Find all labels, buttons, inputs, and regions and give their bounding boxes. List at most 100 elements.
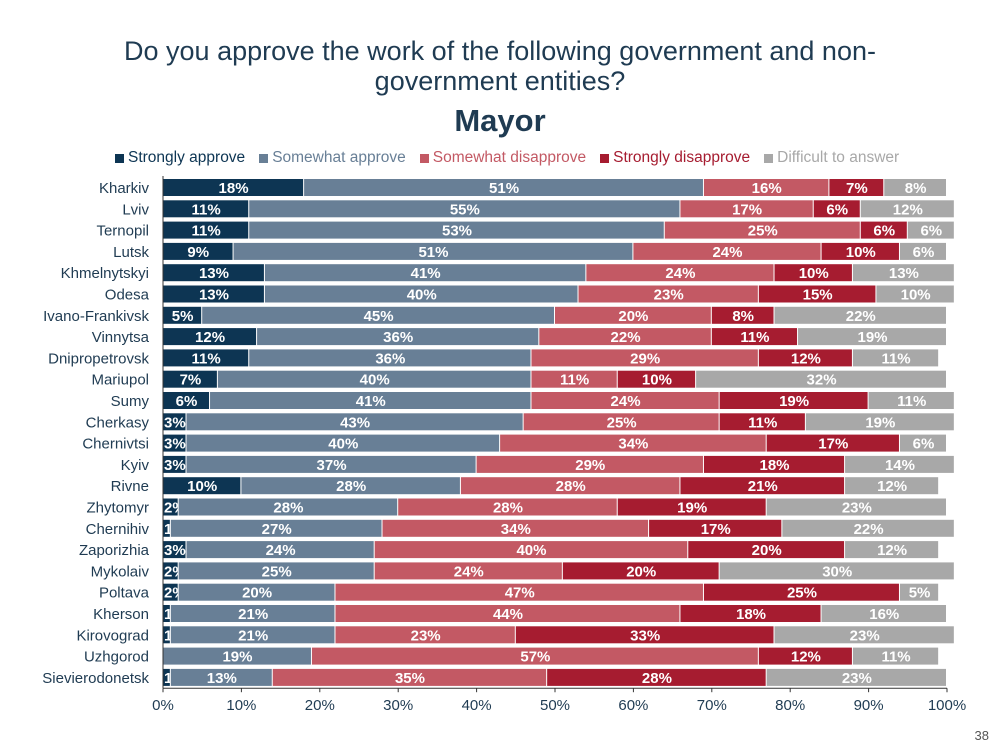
legend-item: Strongly approve <box>115 149 245 167</box>
bar-segment <box>899 242 946 260</box>
bar-segment <box>163 647 311 665</box>
data-label: 8% <box>732 308 754 325</box>
bar-segment <box>798 328 946 346</box>
bar-segment <box>163 668 170 686</box>
data-label: 29% <box>630 350 660 367</box>
bar-segment <box>163 200 249 218</box>
data-label: 25% <box>787 585 817 602</box>
data-label: 47% <box>505 585 535 602</box>
legend-item: Difficult to answer <box>764 149 899 167</box>
data-label: 29% <box>575 457 605 474</box>
data-label: 40% <box>516 542 546 559</box>
data-label: 41% <box>356 393 386 410</box>
data-label: 24% <box>665 265 695 282</box>
bar-segment <box>163 264 264 282</box>
data-label: 10% <box>187 478 217 495</box>
bar-segment <box>163 455 186 473</box>
data-label: 22% <box>854 521 884 538</box>
data-label: 8% <box>905 180 927 197</box>
data-label: 19% <box>858 329 888 346</box>
bar-segment <box>531 392 719 409</box>
bar-segment <box>821 605 946 622</box>
bar-segment <box>335 605 680 622</box>
data-label: 13% <box>889 265 919 282</box>
bar-segment <box>907 221 954 239</box>
data-label: 13% <box>199 265 229 282</box>
bar-segment <box>617 370 696 388</box>
data-label: 10% <box>846 244 876 261</box>
data-label: 12% <box>877 542 907 559</box>
legend-label: Strongly disapprove <box>613 149 751 166</box>
data-label: 16% <box>869 606 899 623</box>
bar-segment <box>170 626 335 644</box>
data-label: 18% <box>219 180 249 197</box>
bar-segment <box>766 434 899 452</box>
bar-segment <box>374 562 562 580</box>
bar-segment <box>821 242 899 260</box>
bar-segment <box>664 221 860 239</box>
bar-segment <box>899 583 939 601</box>
data-label: 3% <box>164 457 186 474</box>
category-label: Zaporizhia <box>79 542 150 559</box>
bar-segment <box>703 583 899 601</box>
category-label: Kyiv <box>121 457 150 474</box>
bar-segment <box>217 370 531 388</box>
data-label: 36% <box>375 350 405 367</box>
data-label: 51% <box>489 180 519 197</box>
legend-label: Somewhat approve <box>272 149 406 166</box>
data-label: 6% <box>920 223 942 240</box>
data-label: 34% <box>618 436 648 453</box>
data-label: 11% <box>897 393 926 410</box>
data-label: 25% <box>262 563 292 580</box>
x-tick-label: 30% <box>383 697 413 714</box>
x-tick-label: 80% <box>775 697 805 714</box>
data-label: 12% <box>893 201 923 218</box>
data-label: 28% <box>642 670 672 687</box>
bar-segment <box>845 541 939 559</box>
x-tick-label: 100% <box>928 697 966 714</box>
data-label: 41% <box>411 265 441 282</box>
bar-segment <box>758 647 852 665</box>
bar-segment <box>210 392 531 409</box>
data-label: 12% <box>791 649 821 666</box>
data-label: 10% <box>901 287 931 304</box>
data-label: 33% <box>630 627 660 644</box>
bar-segment <box>845 477 939 495</box>
bar-segment <box>163 541 186 559</box>
data-label: 6% <box>913 436 935 453</box>
data-label: 23% <box>411 627 441 644</box>
bar-segment <box>170 519 382 537</box>
legend-label: Strongly approve <box>128 149 246 166</box>
bar-segment <box>163 519 170 537</box>
data-label: 6% <box>176 393 198 410</box>
bar-segment <box>163 221 249 239</box>
data-label: 51% <box>418 244 448 261</box>
bar-segment <box>163 328 257 346</box>
legend-swatch <box>764 153 774 163</box>
bar-segment <box>688 541 845 559</box>
bar-segment <box>163 285 264 303</box>
bar-segment <box>178 562 374 580</box>
chart-subtitle: Mayor <box>454 103 546 138</box>
bar-segment <box>617 498 766 516</box>
category-label: Lutsk <box>113 244 149 261</box>
data-label: 24% <box>266 542 296 559</box>
bar-segment <box>758 285 876 303</box>
data-label: 35% <box>395 670 425 687</box>
bar-segment <box>703 179 829 196</box>
category-label: Zhytomyr <box>86 500 149 517</box>
data-label: 13% <box>207 670 237 687</box>
data-label: 15% <box>803 287 833 304</box>
bar-segment <box>398 498 617 516</box>
bar-segment <box>555 306 711 324</box>
category-label: Kharkiv <box>99 180 150 197</box>
data-label: 28% <box>493 500 523 517</box>
data-label: 5% <box>172 308 194 325</box>
category-label: Dnipropetrovsk <box>48 350 149 367</box>
bar-segment <box>680 477 845 495</box>
bar-segment <box>335 583 703 601</box>
data-label: 28% <box>336 478 366 495</box>
data-label: 17% <box>732 201 762 218</box>
bar-segment <box>257 328 539 346</box>
bar-segment <box>233 242 633 260</box>
